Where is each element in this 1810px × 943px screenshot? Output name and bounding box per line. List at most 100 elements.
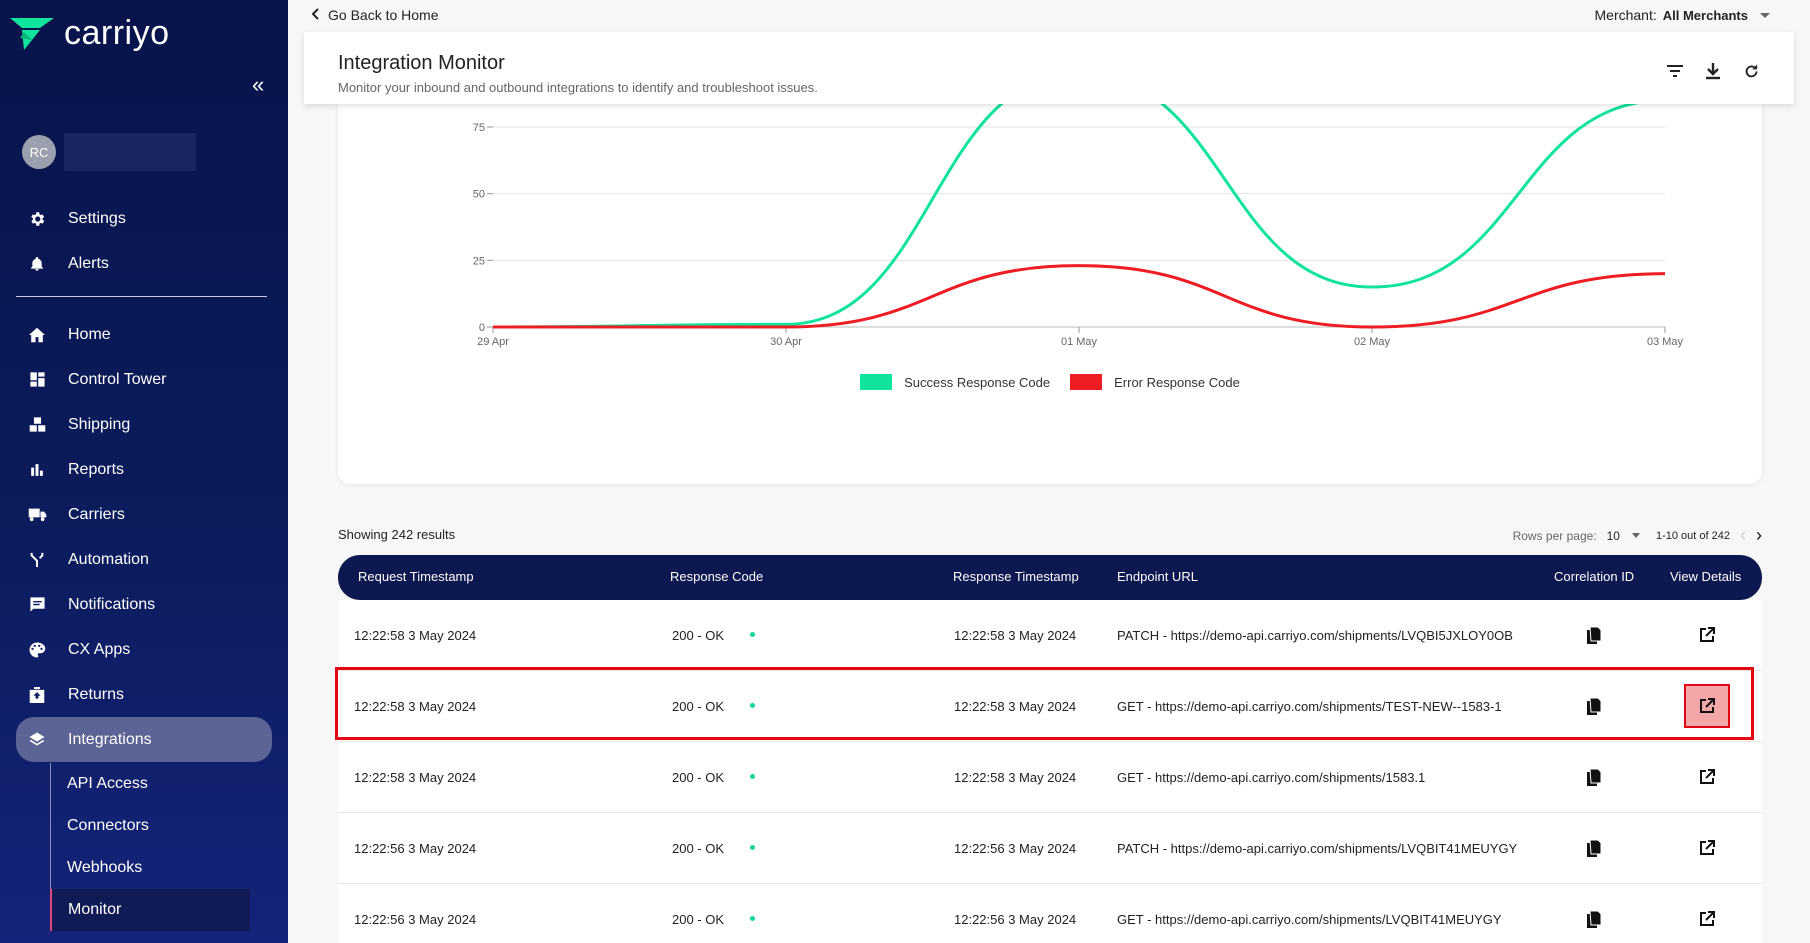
- copy-icon[interactable]: [1583, 695, 1605, 717]
- refresh-icon[interactable]: [1740, 60, 1762, 82]
- copy-icon[interactable]: [1583, 908, 1605, 930]
- series-line-success: [492, 104, 1641, 329]
- gear-icon: [26, 208, 48, 230]
- y-tick-label: 0: [479, 322, 485, 334]
- legend-swatch-success: [860, 374, 893, 390]
- status-dot: [750, 845, 755, 850]
- response-timestamp: 12:22:56 3 May 2024: [954, 912, 1077, 927]
- column-header: Request Timestamp: [358, 569, 474, 584]
- sidebar-item-settings[interactable]: Settings: [16, 196, 272, 241]
- response-code: 200 - OK: [672, 628, 725, 643]
- chart-legend: Success Response Code Error Response Cod…: [338, 374, 1762, 390]
- table-header: Request Timestamp Response Code Response…: [338, 555, 1762, 600]
- status-dot: [750, 632, 755, 637]
- header-actions: [1664, 60, 1762, 82]
- sidebar-item-label: Shipping: [68, 415, 131, 433]
- pagination: Rows per page: 10 1-10 out of 242 ‹ ›: [1513, 525, 1762, 546]
- endpoint-url: PATCH - https://demo-api.carriyo.com/shi…: [1117, 628, 1513, 643]
- x-tick-label: 29 Apr: [477, 336, 509, 348]
- palette-icon: [26, 639, 48, 661]
- merge-icon: [26, 549, 48, 571]
- column-header: Response Timestamp: [953, 569, 1079, 584]
- open-external-icon[interactable]: [1696, 624, 1718, 646]
- sidebar-item-carriers[interactable]: Carriers: [16, 492, 272, 537]
- user-name-redacted: [64, 133, 196, 171]
- bar-chart-icon: [26, 459, 48, 481]
- response-timestamp: 12:22:58 3 May 2024: [954, 628, 1077, 643]
- column-header: Endpoint URL: [1117, 569, 1198, 584]
- sidebar-item-alerts[interactable]: Alerts: [16, 241, 272, 286]
- response-code: 200 - OK: [672, 912, 725, 927]
- response-code: 200 - OK: [672, 841, 725, 856]
- sidebar-subitem-connectors[interactable]: Connectors: [50, 805, 250, 847]
- message-icon: [26, 594, 48, 616]
- truck-icon: [26, 504, 48, 526]
- sidebar-subitem-monitor[interactable]: Monitor: [50, 889, 250, 931]
- endpoint-url: GET - https://demo-api.carriyo.com/shipm…: [1117, 770, 1426, 785]
- legend-label: Success Response Code: [904, 374, 1051, 390]
- user-profile[interactable]: RC: [22, 133, 196, 171]
- back-to-home-link[interactable]: Go Back to Home: [311, 7, 439, 23]
- sidebar-divider: [16, 296, 267, 297]
- layers-icon: [26, 729, 48, 751]
- sidebar-item-cx-apps[interactable]: CX Apps: [16, 627, 272, 672]
- sidebar-item-reports[interactable]: Reports: [16, 447, 272, 492]
- endpoint-url: GET - https://demo-api.carriyo.com/shipm…: [1117, 699, 1502, 714]
- merchant-selector[interactable]: Merchant: All Merchants: [1594, 7, 1770, 23]
- sidebar-item-label: Integrations: [68, 730, 152, 748]
- sidebar-item-label: Alerts: [68, 254, 109, 272]
- next-page-icon[interactable]: ›: [1756, 525, 1762, 545]
- collapse-sidebar-icon[interactable]: «: [252, 72, 265, 97]
- rows-per-page-select[interactable]: 10: [1607, 529, 1640, 543]
- page-subtitle: Monitor your inbound and outbound integr…: [338, 80, 818, 95]
- open-external-icon[interactable]: [1696, 908, 1718, 930]
- page-range: 1-10 out of 242: [1655, 529, 1730, 542]
- prev-page-icon[interactable]: ‹: [1740, 525, 1746, 545]
- legend-label: Error Response Code: [1114, 374, 1240, 390]
- response-code: 200 - OK: [672, 699, 725, 714]
- response-timestamp: 12:22:58 3 May 2024: [954, 699, 1077, 714]
- column-header: Correlation ID: [1554, 569, 1635, 584]
- copy-icon[interactable]: [1583, 837, 1605, 859]
- open-external-icon[interactable]: [1684, 684, 1730, 728]
- sidebar-item-label: Carriers: [68, 505, 125, 523]
- sidebar-item-integrations[interactable]: Integrations: [16, 717, 272, 762]
- sidebar-item-notifications[interactable]: Notifications: [16, 582, 272, 627]
- dashboard-icon: [26, 369, 48, 391]
- chevron-down-icon: [1760, 12, 1770, 18]
- rows-per-page-label: Rows per page:: [1512, 528, 1597, 543]
- sidebar-item-shipping[interactable]: Shipping: [16, 402, 272, 447]
- table-row: 12:22:58 3 May 2024 200 - OK 12:22:58 3 …: [338, 671, 1762, 742]
- column-header: Response Code: [670, 569, 764, 584]
- legend-item-error[interactable]: Error Response Code: [1070, 374, 1240, 390]
- copy-icon[interactable]: [1583, 624, 1605, 646]
- sidebar-item-control-tower[interactable]: Control Tower: [16, 357, 272, 402]
- table-row: 12:22:58 3 May 2024 200 - OK 12:22:58 3 …: [338, 742, 1762, 813]
- request-timestamp: 12:22:58 3 May 2024: [354, 628, 477, 643]
- sidebar-item-returns[interactable]: Returns: [16, 672, 272, 717]
- rows-per-page-value: 10: [1606, 528, 1620, 543]
- sidebar-top-nav: Settings Alerts: [16, 196, 272, 286]
- response-timestamp: 12:22:58 3 May 2024: [954, 770, 1077, 785]
- legend-item-success[interactable]: Success Response Code: [860, 374, 1050, 390]
- sidebar-subitem-api-access[interactable]: API Access: [50, 763, 250, 805]
- download-icon[interactable]: [1702, 60, 1724, 82]
- chevron-left-icon: [311, 7, 320, 23]
- sidebar-item-automation[interactable]: Automation: [16, 537, 272, 582]
- table-body: 12:22:58 3 May 2024 200 - OK 12:22:58 3 …: [338, 600, 1762, 943]
- column-header: View Details: [1670, 569, 1742, 584]
- open-external-icon[interactable]: [1696, 766, 1718, 788]
- sidebar-subitem-webhooks[interactable]: Webhooks: [50, 847, 250, 889]
- request-timestamp: 12:22:58 3 May 2024: [354, 699, 477, 714]
- carriyo-logo[interactable]: carriyo: [10, 14, 170, 53]
- copy-icon[interactable]: [1583, 766, 1605, 788]
- open-external-icon[interactable]: [1696, 837, 1718, 859]
- x-tick-label: 30 Apr: [770, 336, 802, 348]
- sidebar-item-label: Reports: [68, 460, 125, 478]
- page-title: Integration Monitor: [338, 52, 505, 74]
- filter-icon[interactable]: [1664, 60, 1686, 82]
- chart-card: 0 25 50 75 29 Apr 30 Apr 01 May 02 May 03 May Su…: [338, 96, 1762, 484]
- sidebar-item-home[interactable]: Home: [16, 312, 272, 357]
- x-tick-label: 03 May: [1647, 336, 1684, 348]
- merchant-label: Merchant:: [1594, 7, 1657, 23]
